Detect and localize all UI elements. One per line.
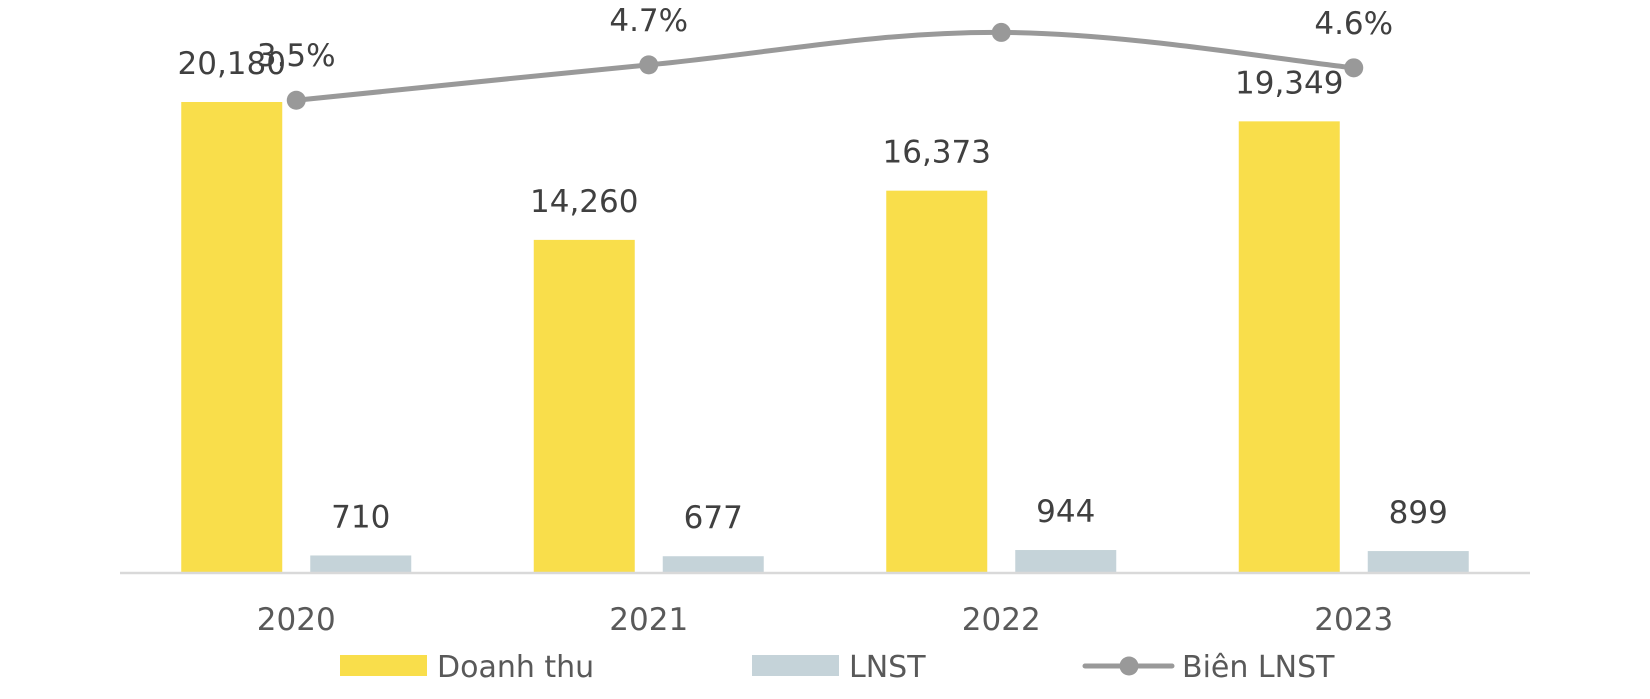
- bars-layer: [181, 102, 1469, 572]
- x-tick-label-2020: 2020: [257, 602, 336, 638]
- legend-label-lnst: LNST: [849, 650, 926, 685]
- legend-label-biên-lnst: Biên LNST: [1182, 650, 1335, 685]
- line-layer: [286, 22, 1364, 110]
- data-labels-layer: 20,180 14,260 16,373 19,349 710 677 944 899 3.5%…: [178, 0, 1448, 536]
- legend-label-doanh-thu: Doanh thu: [437, 650, 594, 685]
- x-tick-label-2021: 2021: [609, 602, 688, 638]
- data-label-bien-lnst-2022: 5.8%: [962, 0, 1041, 6]
- data-label-doanh-thu-2021: 14,260: [530, 184, 638, 220]
- line-marker-bien-lnst-2021: [639, 55, 659, 75]
- legend: Doanh thu LNST Biên LNST: [340, 650, 1335, 685]
- data-label-bien-lnst-2020: 3.5%: [257, 38, 336, 74]
- data-label-doanh-thu-2022: 16,373: [883, 135, 991, 171]
- data-label-bien-lnst-2021: 4.7%: [609, 3, 688, 39]
- data-label-lnst-2021: 677: [684, 500, 743, 536]
- bar-doanh-thu-2020: [181, 102, 283, 572]
- x-tick-label-2022: 2022: [962, 602, 1041, 638]
- bar-lnst-2022: [1015, 550, 1117, 572]
- bar-lnst-2021: [662, 556, 764, 572]
- bar-doanh-thu-2023: [1238, 121, 1340, 572]
- data-label-doanh-thu-2023: 19,349: [1235, 65, 1343, 101]
- data-label-bien-lnst-2023: 4.6%: [1314, 6, 1393, 42]
- x-tick-labels: 2020 2021 2022 2023: [257, 602, 1393, 638]
- bar-lnst-2023: [1367, 551, 1469, 572]
- bar-lnst-2020: [310, 555, 412, 572]
- x-tick-label-2023: 2023: [1314, 602, 1393, 638]
- data-label-lnst-2022: 944: [1036, 494, 1095, 530]
- bar-doanh-thu-2021: [533, 239, 635, 572]
- data-label-doanh-thu-2020: 20,180: [178, 46, 286, 82]
- line-marker-bien-lnst-2023: [1344, 58, 1364, 78]
- series-line-bien-lnst: [293, 29, 1357, 103]
- data-label-lnst-2023: 899: [1389, 495, 1448, 531]
- bar-doanh-thu-2022: [886, 190, 988, 572]
- data-label-lnst-2020: 710: [331, 499, 390, 535]
- line-marker-bien-lnst-2022: [991, 22, 1011, 42]
- legend-marker-biên-lnst: [1119, 656, 1139, 676]
- legend-swatch-doanh-thu: [340, 655, 427, 676]
- legend-swatch-lnst: [752, 655, 839, 676]
- line-marker-bien-lnst-2020: [286, 90, 306, 110]
